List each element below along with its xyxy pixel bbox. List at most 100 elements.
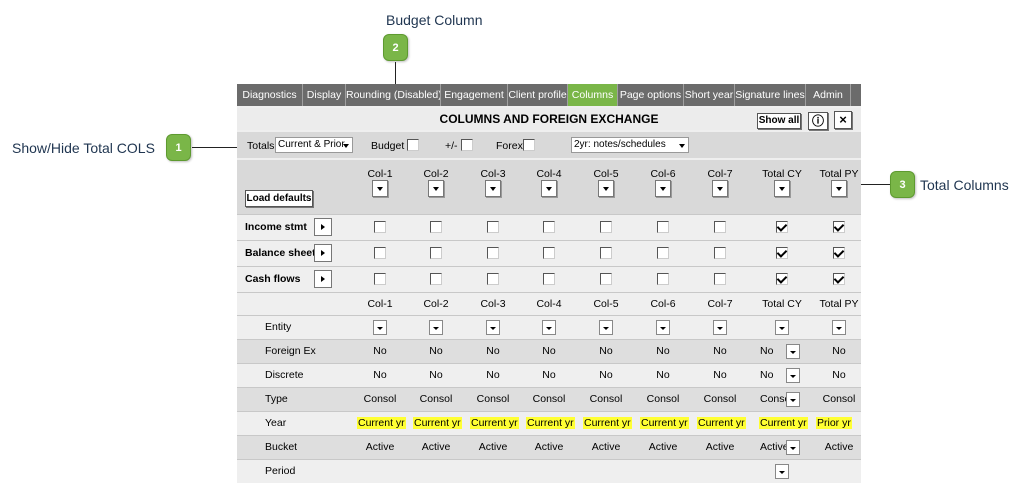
- forex-checkbox[interactable]: [523, 139, 535, 151]
- tab-display[interactable]: Display: [303, 84, 346, 106]
- budget-checkbox[interactable]: [407, 139, 419, 151]
- section-0-col-8-checkbox[interactable]: [776, 221, 788, 233]
- section-0-col-5-checkbox[interactable]: [600, 221, 612, 233]
- tab-engagement[interactable]: Engagement: [441, 84, 508, 106]
- totals-select[interactable]: Current & Prior: [275, 137, 353, 153]
- section-2-col-7-checkbox[interactable]: [714, 273, 726, 285]
- column-7-dropdown[interactable]: [712, 180, 728, 197]
- column-8-dropdown[interactable]: [774, 180, 790, 197]
- section-1-col-1-checkbox[interactable]: [374, 247, 386, 259]
- plusminus-checkbox[interactable]: [461, 139, 473, 151]
- section-0-col-1-checkbox[interactable]: [374, 221, 386, 233]
- tab-admin[interactable]: Admin: [806, 84, 851, 106]
- column-1-dropdown[interactable]: [372, 180, 388, 197]
- detail-3-col-3-value: Consol: [476, 393, 510, 405]
- tab-short-year[interactable]: Short year: [684, 84, 735, 106]
- section-0-col-3-checkbox[interactable]: [487, 221, 499, 233]
- tab-diagnostics[interactable]: Diagnostics: [237, 84, 303, 106]
- detail-1-col-8-dropdown[interactable]: [786, 344, 800, 359]
- columns-panel: Diagnostics Display Rounding (Disabled) Eng…: [237, 84, 861, 483]
- budget-label: Budget: [371, 140, 405, 152]
- section-2-col-4-checkbox[interactable]: [543, 273, 555, 285]
- column-3-dropdown[interactable]: [485, 180, 501, 197]
- detail-2-col-4-value: No: [542, 369, 556, 381]
- section-1-col-2-checkbox[interactable]: [430, 247, 442, 259]
- section-2-col-3-checkbox[interactable]: [487, 273, 499, 285]
- section-0-col-7-checkbox[interactable]: [714, 221, 726, 233]
- column-2-dropdown[interactable]: [428, 180, 444, 197]
- forex-label: Forex: [496, 140, 523, 152]
- chevron-down-icon: [343, 144, 349, 148]
- detail-1-col-8-value: No: [760, 345, 774, 357]
- column-4-dropdown[interactable]: [541, 180, 557, 197]
- detail-0-col-4-dropdown[interactable]: [542, 320, 556, 335]
- detail-4-col-6-value: Current yr: [640, 417, 689, 429]
- detail-2-col-8-dropdown[interactable]: [786, 368, 800, 383]
- section-expand-button[interactable]: [314, 270, 332, 288]
- detail-1-col-2-value: No: [429, 345, 443, 357]
- column-5-dropdown[interactable]: [598, 180, 614, 197]
- detail-0-col-2-dropdown[interactable]: [429, 320, 443, 335]
- row-separator: [237, 339, 861, 340]
- detail-0-col-6-dropdown[interactable]: [656, 320, 670, 335]
- section-expand-button[interactable]: [314, 244, 332, 262]
- callout-badge-3: 3: [890, 171, 915, 198]
- detail-0-col-5-dropdown[interactable]: [599, 320, 613, 335]
- detail-row-label-3: Type: [265, 393, 288, 405]
- section-1-col-7-checkbox[interactable]: [714, 247, 726, 259]
- info-icon[interactable]: ⓘ: [808, 112, 828, 130]
- section-0-col-2-checkbox[interactable]: [430, 221, 442, 233]
- section-2-col-5-checkbox[interactable]: [600, 273, 612, 285]
- detail-0-col-3-dropdown[interactable]: [486, 320, 500, 335]
- column-6-dropdown[interactable]: [655, 180, 671, 197]
- detail-row-label-5: Bucket: [265, 441, 298, 453]
- detail-column-header-5: Col-5: [593, 298, 619, 310]
- section-1-col-5-checkbox[interactable]: [600, 247, 612, 259]
- tab-signature-lines[interactable]: Signature lines: [735, 84, 806, 106]
- total-columns-callout-label: Total Columns: [920, 177, 1009, 193]
- column-header-3: Col-3: [480, 168, 506, 180]
- detail-0-col-8-dropdown[interactable]: [775, 320, 789, 335]
- detail-0-col-7-dropdown[interactable]: [713, 320, 727, 335]
- tab-columns[interactable]: Columns: [568, 84, 618, 106]
- tab-rounding-disabled[interactable]: Rounding (Disabled): [346, 84, 441, 106]
- column-9-dropdown[interactable]: [831, 180, 847, 197]
- show-all-button[interactable]: Show all: [757, 113, 801, 129]
- section-expand-button[interactable]: [314, 218, 332, 236]
- detail-row: [237, 363, 861, 387]
- tab-page-options[interactable]: Page options: [618, 84, 684, 106]
- row-separator: [237, 292, 861, 293]
- section-0-col-4-checkbox[interactable]: [543, 221, 555, 233]
- plusminus-label: +/-: [445, 140, 458, 152]
- section-0-col-9-checkbox[interactable]: [833, 221, 845, 233]
- budget-column-callout-label: Budget Column: [386, 12, 483, 28]
- section-1-col-3-checkbox[interactable]: [487, 247, 499, 259]
- section-2-col-6-checkbox[interactable]: [657, 273, 669, 285]
- detail-4-col-9-value: Prior yr: [816, 417, 852, 429]
- section-1-col-6-checkbox[interactable]: [657, 247, 669, 259]
- section-0-col-6-checkbox[interactable]: [657, 221, 669, 233]
- section-1-col-9-checkbox[interactable]: [833, 247, 845, 259]
- detail-5-col-8-dropdown[interactable]: [786, 440, 800, 455]
- detail-0-col-1-dropdown[interactable]: [373, 320, 387, 335]
- detail-column-header-4: Col-4: [536, 298, 562, 310]
- detail-column-header-2: Col-2: [423, 298, 449, 310]
- section-1-col-8-checkbox[interactable]: [776, 247, 788, 259]
- section-2-col-1-checkbox[interactable]: [374, 273, 386, 285]
- section-1-col-4-checkbox[interactable]: [543, 247, 555, 259]
- detail-0-col-9-dropdown[interactable]: [832, 320, 846, 335]
- tab-client-profile[interactable]: Client profile: [508, 84, 568, 106]
- detail-2-col-7-value: No: [713, 369, 727, 381]
- detail-6-col-8-dropdown[interactable]: [775, 464, 789, 479]
- section-2-col-2-checkbox[interactable]: [430, 273, 442, 285]
- close-icon[interactable]: ×: [834, 111, 852, 129]
- load-defaults-button[interactable]: Load defaults: [245, 190, 313, 207]
- section-2-col-9-checkbox[interactable]: [833, 273, 845, 285]
- notes-schedules-select[interactable]: 2yr: notes/schedules: [571, 137, 689, 153]
- section-2-col-8-checkbox[interactable]: [776, 273, 788, 285]
- row-separator: [237, 214, 861, 215]
- detail-3-col-8-dropdown[interactable]: [786, 392, 800, 407]
- detail-2-col-3-value: No: [486, 369, 500, 381]
- detail-row: [237, 435, 861, 459]
